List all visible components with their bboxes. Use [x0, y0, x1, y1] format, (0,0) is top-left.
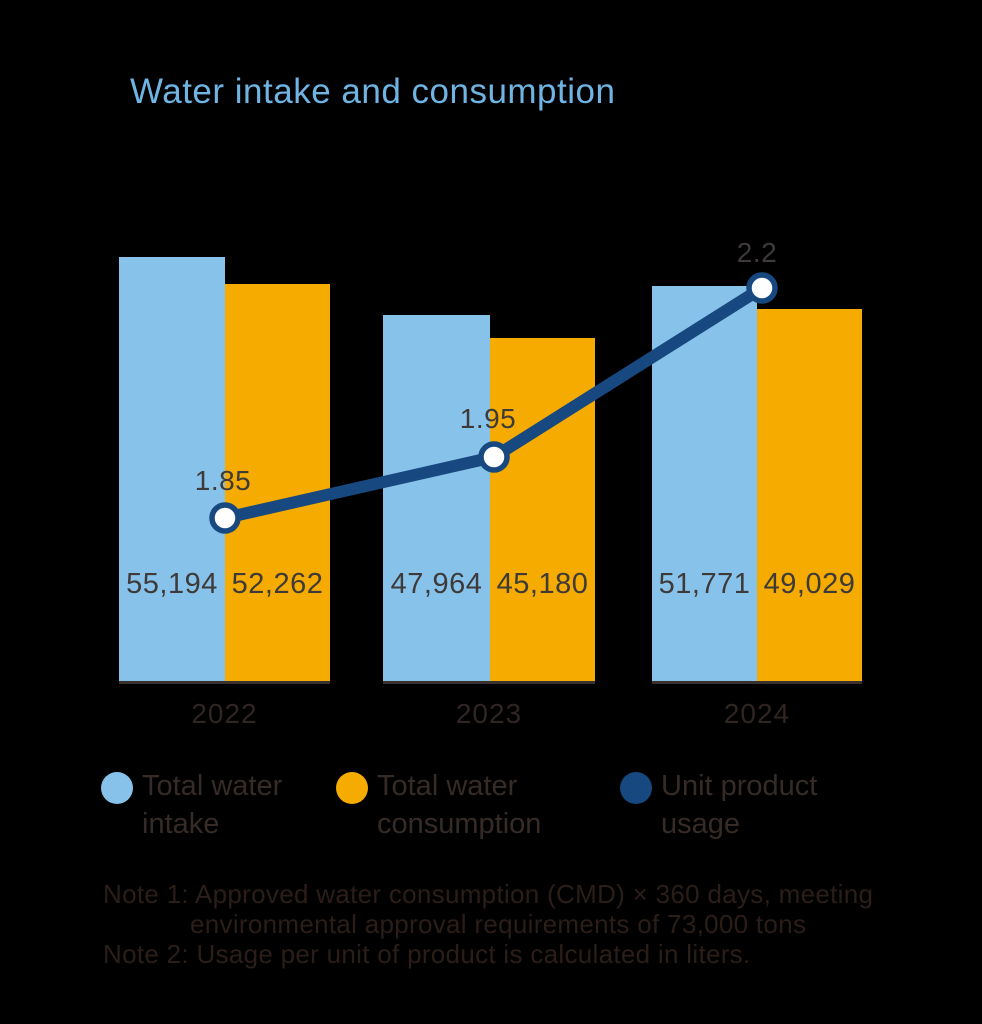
intake-legend-dot-icon: [101, 772, 133, 804]
legend-item-total-water-intake: Total water intake: [101, 767, 282, 843]
note-1-line-1: Note 1: Approved water consumption (CMD)…: [103, 879, 874, 909]
axis-baseline-2024: [652, 681, 862, 684]
value-label-consumption-2024: 49,029: [763, 568, 856, 600]
axis-baseline-2023: [383, 681, 595, 684]
value-label-intake-2024: 51,771: [658, 568, 751, 600]
value-label-consumption-2022: 52,262: [231, 568, 324, 600]
value-label-intake-2022: 55,194: [126, 568, 218, 600]
point-label-2023: 1.95: [459, 403, 517, 434]
bar-consumption-2024: [757, 309, 862, 681]
legend-label-intake: Total water intake: [142, 770, 283, 840]
bar-intake-2023: [383, 315, 490, 681]
x-tick-2023: 2023: [455, 698, 523, 729]
axis-baseline-2022: [119, 681, 330, 684]
value-label-intake-2023: 47,964: [390, 568, 483, 600]
legend-item-total-water-consumption: Total water consumption: [336, 767, 541, 843]
x-tick-2024: 2024: [723, 698, 791, 729]
unit-usage-legend-dot-icon: [620, 772, 652, 804]
consumption-legend-dot-icon: [336, 772, 368, 804]
legend-label-unit-usage: Unit product usage: [661, 770, 818, 840]
x-tick-2022: 2022: [191, 698, 258, 729]
value-label-consumption-2023: 45,180: [496, 568, 589, 600]
point-label-2024: 2.2: [736, 237, 778, 268]
bar-intake-2022: [119, 257, 225, 681]
legend-item-unit-product-usage: Unit product usage: [620, 767, 817, 843]
bar-consumption-2023: [490, 338, 595, 681]
page-title: Water intake and consumption: [130, 72, 616, 111]
legend-label-consumption: Total water consumption: [377, 770, 542, 840]
note-2: Note 2: Usage per unit of product is cal…: [103, 939, 751, 969]
note-1-line-2: environmental approval requirements of 7…: [190, 909, 807, 939]
bar-intake-2024: [652, 286, 757, 681]
point-label-2022: 1.85: [194, 465, 252, 496]
